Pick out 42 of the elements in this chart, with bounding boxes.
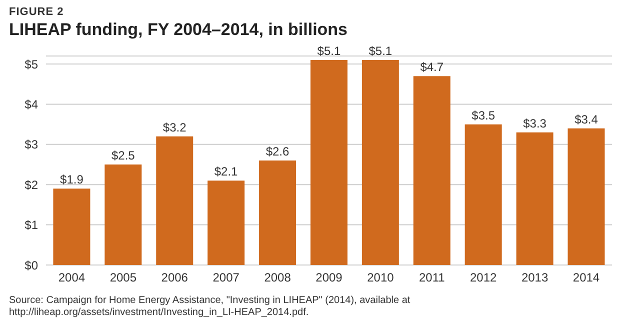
x-tick-label: 2005 [110, 270, 137, 285]
data-label: $2.1 [214, 164, 238, 179]
data-label: $5.1 [317, 44, 341, 58]
x-tick-label: 2009 [316, 270, 343, 285]
data-label: $2.6 [266, 144, 290, 158]
bar [156, 136, 194, 265]
y-tick-label: $2 [24, 178, 38, 192]
bar [208, 180, 245, 265]
data-label: $4.7 [420, 60, 444, 74]
y-tick-label: $5 [24, 57, 38, 72]
x-tick-label: 2012 [470, 270, 498, 285]
data-label: $5.1 [368, 44, 392, 58]
bar [568, 128, 605, 265]
x-tick-label: 2013 [521, 270, 548, 285]
y-tick-label: $0 [24, 258, 38, 272]
bar [259, 160, 296, 265]
source-note: Source: Campaign for Home Energy Assistance, "Investing in LIHEAP" (2014), available at http://liheap.org/assets/investment/Investing_in_LI-HEAP_2014.pdf. [9, 295, 412, 319]
x-tick-label: 2004 [58, 270, 86, 285]
x-tick-label: 2010 [367, 270, 394, 285]
data-label: $3.5 [472, 108, 496, 122]
bar [413, 76, 450, 265]
data-label: $3.2 [162, 120, 187, 134]
data-label: $2.5 [111, 148, 136, 163]
chart-title: LIHEAP funding, FY 2004–2014, in billions [9, 20, 348, 40]
bar [464, 124, 502, 265]
bar [104, 164, 142, 265]
x-tick-label: 2011 [419, 270, 446, 285]
y-tick-label: $1 [24, 218, 38, 232]
x-tick-label: 2006 [161, 270, 188, 285]
chart-subtitle: FIGURE 2 [9, 6, 64, 18]
x-tick-label: 2008 [264, 270, 292, 285]
x-tick-label: 2007 [212, 270, 240, 285]
bar [310, 60, 348, 265]
y-tick-label: $4 [24, 97, 38, 112]
x-tick-label: 2014 [572, 270, 600, 285]
data-label: $1.9 [60, 172, 84, 187]
y-tick-label: $3 [24, 138, 38, 152]
bar [53, 188, 90, 265]
data-label: $3.4 [574, 112, 598, 126]
bar [516, 132, 554, 265]
bar [362, 60, 399, 265]
data-label: $3.3 [523, 116, 547, 130]
